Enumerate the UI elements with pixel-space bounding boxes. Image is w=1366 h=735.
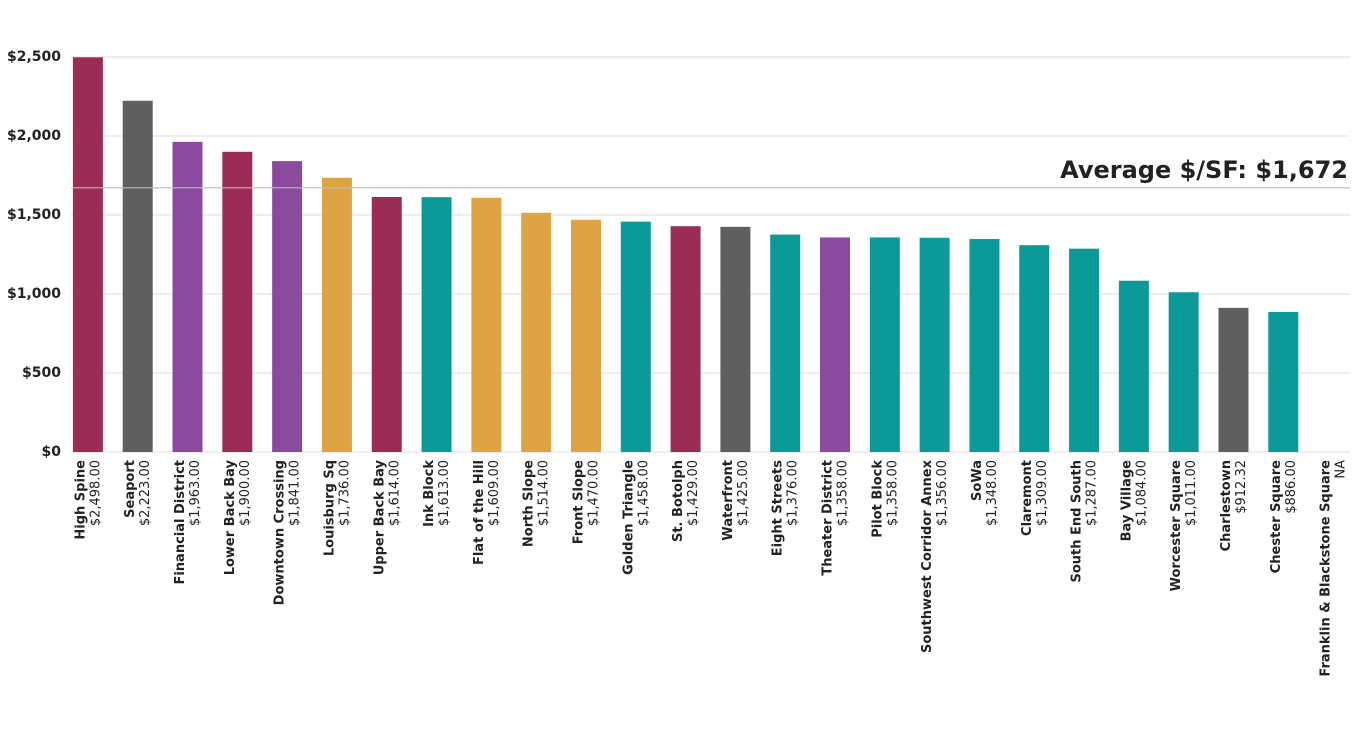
y-tick-label: $500 [22, 365, 61, 381]
value-label: $1,736.00 [337, 460, 352, 526]
bar [72, 57, 103, 452]
bar [1218, 307, 1249, 452]
x-tick-label: High Spine [73, 460, 88, 540]
bar [1069, 248, 1100, 452]
x-tick-label: Eight Streets [771, 460, 786, 556]
value-label: $1,429.00 [686, 460, 701, 526]
bar [421, 197, 452, 452]
value-label: $1,425.00 [736, 460, 751, 526]
value-label: $2,498.00 [88, 460, 103, 526]
y-tick-label: $1,500 [7, 207, 61, 223]
bar [969, 239, 1000, 452]
value-label: $1,900.00 [238, 460, 253, 526]
bar [272, 161, 303, 452]
x-tick-label: Theater District [821, 460, 836, 576]
bar [1019, 245, 1050, 452]
x-tick-label: St. Botolph [671, 460, 686, 542]
bar [570, 219, 601, 452]
bar [1118, 280, 1149, 452]
value-label: $1,613.00 [437, 460, 452, 526]
x-tick-label: Claremont [1020, 460, 1035, 536]
bar [620, 221, 651, 452]
x-tick-label: Downtown Crossing [273, 460, 288, 605]
value-label: $1,841.00 [288, 460, 303, 526]
x-tick-label: Franklin & Blackstone Square [1319, 460, 1334, 677]
value-label: $2,223.00 [138, 460, 153, 526]
x-tick-label: Louisburg Sq [322, 460, 337, 556]
x-tick-label: Lower Back Bay [223, 459, 238, 575]
y-tick-label: $2,000 [7, 128, 61, 144]
value-label: $1,614.00 [387, 460, 402, 526]
value-label: $1,348.00 [985, 460, 1000, 526]
bar [1168, 292, 1199, 452]
value-label: $1,084.00 [1134, 460, 1149, 526]
value-label: $1,011.00 [1184, 460, 1199, 526]
bar [222, 151, 253, 453]
x-tick-label: Bay Village [1119, 460, 1134, 542]
x-tick-label: Chester Square [1269, 460, 1284, 573]
y-tick-label: $0 [42, 444, 62, 460]
x-tick-label: Southwest Corridor Annex [920, 459, 935, 653]
x-tick-label: Front Slope [571, 460, 586, 544]
value-label: $1,309.00 [1035, 460, 1050, 526]
x-tick-label: Waterfront [721, 460, 736, 541]
x-tick-label: Financial District [173, 460, 188, 585]
bar [321, 177, 352, 452]
bar [919, 237, 950, 452]
value-label: $1,358.00 [836, 460, 851, 526]
x-tick-label: Upper Back Bay [372, 459, 387, 575]
x-tick-label: Pilot Block [870, 460, 885, 538]
value-label: $1,963.00 [188, 460, 203, 526]
x-tick-label: North Slope [522, 460, 537, 547]
bar [820, 237, 851, 452]
x-tick-label: Seaport [123, 460, 138, 518]
bar [1268, 312, 1299, 452]
x-tick-label: SoWa [970, 460, 985, 501]
bar [770, 234, 801, 452]
x-tick-label: South End South [1070, 460, 1085, 583]
value-label: $1,609.00 [487, 460, 502, 526]
value-label: $886.00 [1284, 460, 1299, 514]
bar [670, 226, 701, 452]
value-label: $1,458.00 [636, 460, 651, 526]
value-label: $1,287.00 [1085, 460, 1100, 526]
x-tick-label: Ink Block [422, 460, 437, 527]
value-label: $1,376.00 [786, 460, 801, 526]
y-tick-label: $2,500 [7, 49, 61, 65]
x-tick-label: Worcester Square [1169, 460, 1184, 592]
average-label: Average $/SF: $1,672 [1060, 156, 1348, 184]
bar [471, 197, 502, 452]
bar [371, 196, 402, 452]
value-label: $912.32 [1234, 460, 1249, 514]
value-label: NA [1334, 460, 1349, 479]
bar [122, 100, 153, 453]
x-tick-label: Golden Triangle [621, 460, 636, 575]
bar [720, 226, 751, 452]
bar [869, 237, 900, 452]
value-label: $1,358.00 [885, 460, 900, 526]
value-label: $1,470.00 [586, 460, 601, 526]
bar [521, 212, 552, 452]
value-label: $1,356.00 [935, 460, 950, 526]
x-tick-label: Flat of the Hill [472, 460, 487, 565]
value-label: $1,514.00 [537, 460, 552, 526]
bar [172, 141, 203, 452]
x-tick-label: Charlestown [1219, 460, 1234, 551]
y-tick-label: $1,000 [7, 286, 61, 302]
